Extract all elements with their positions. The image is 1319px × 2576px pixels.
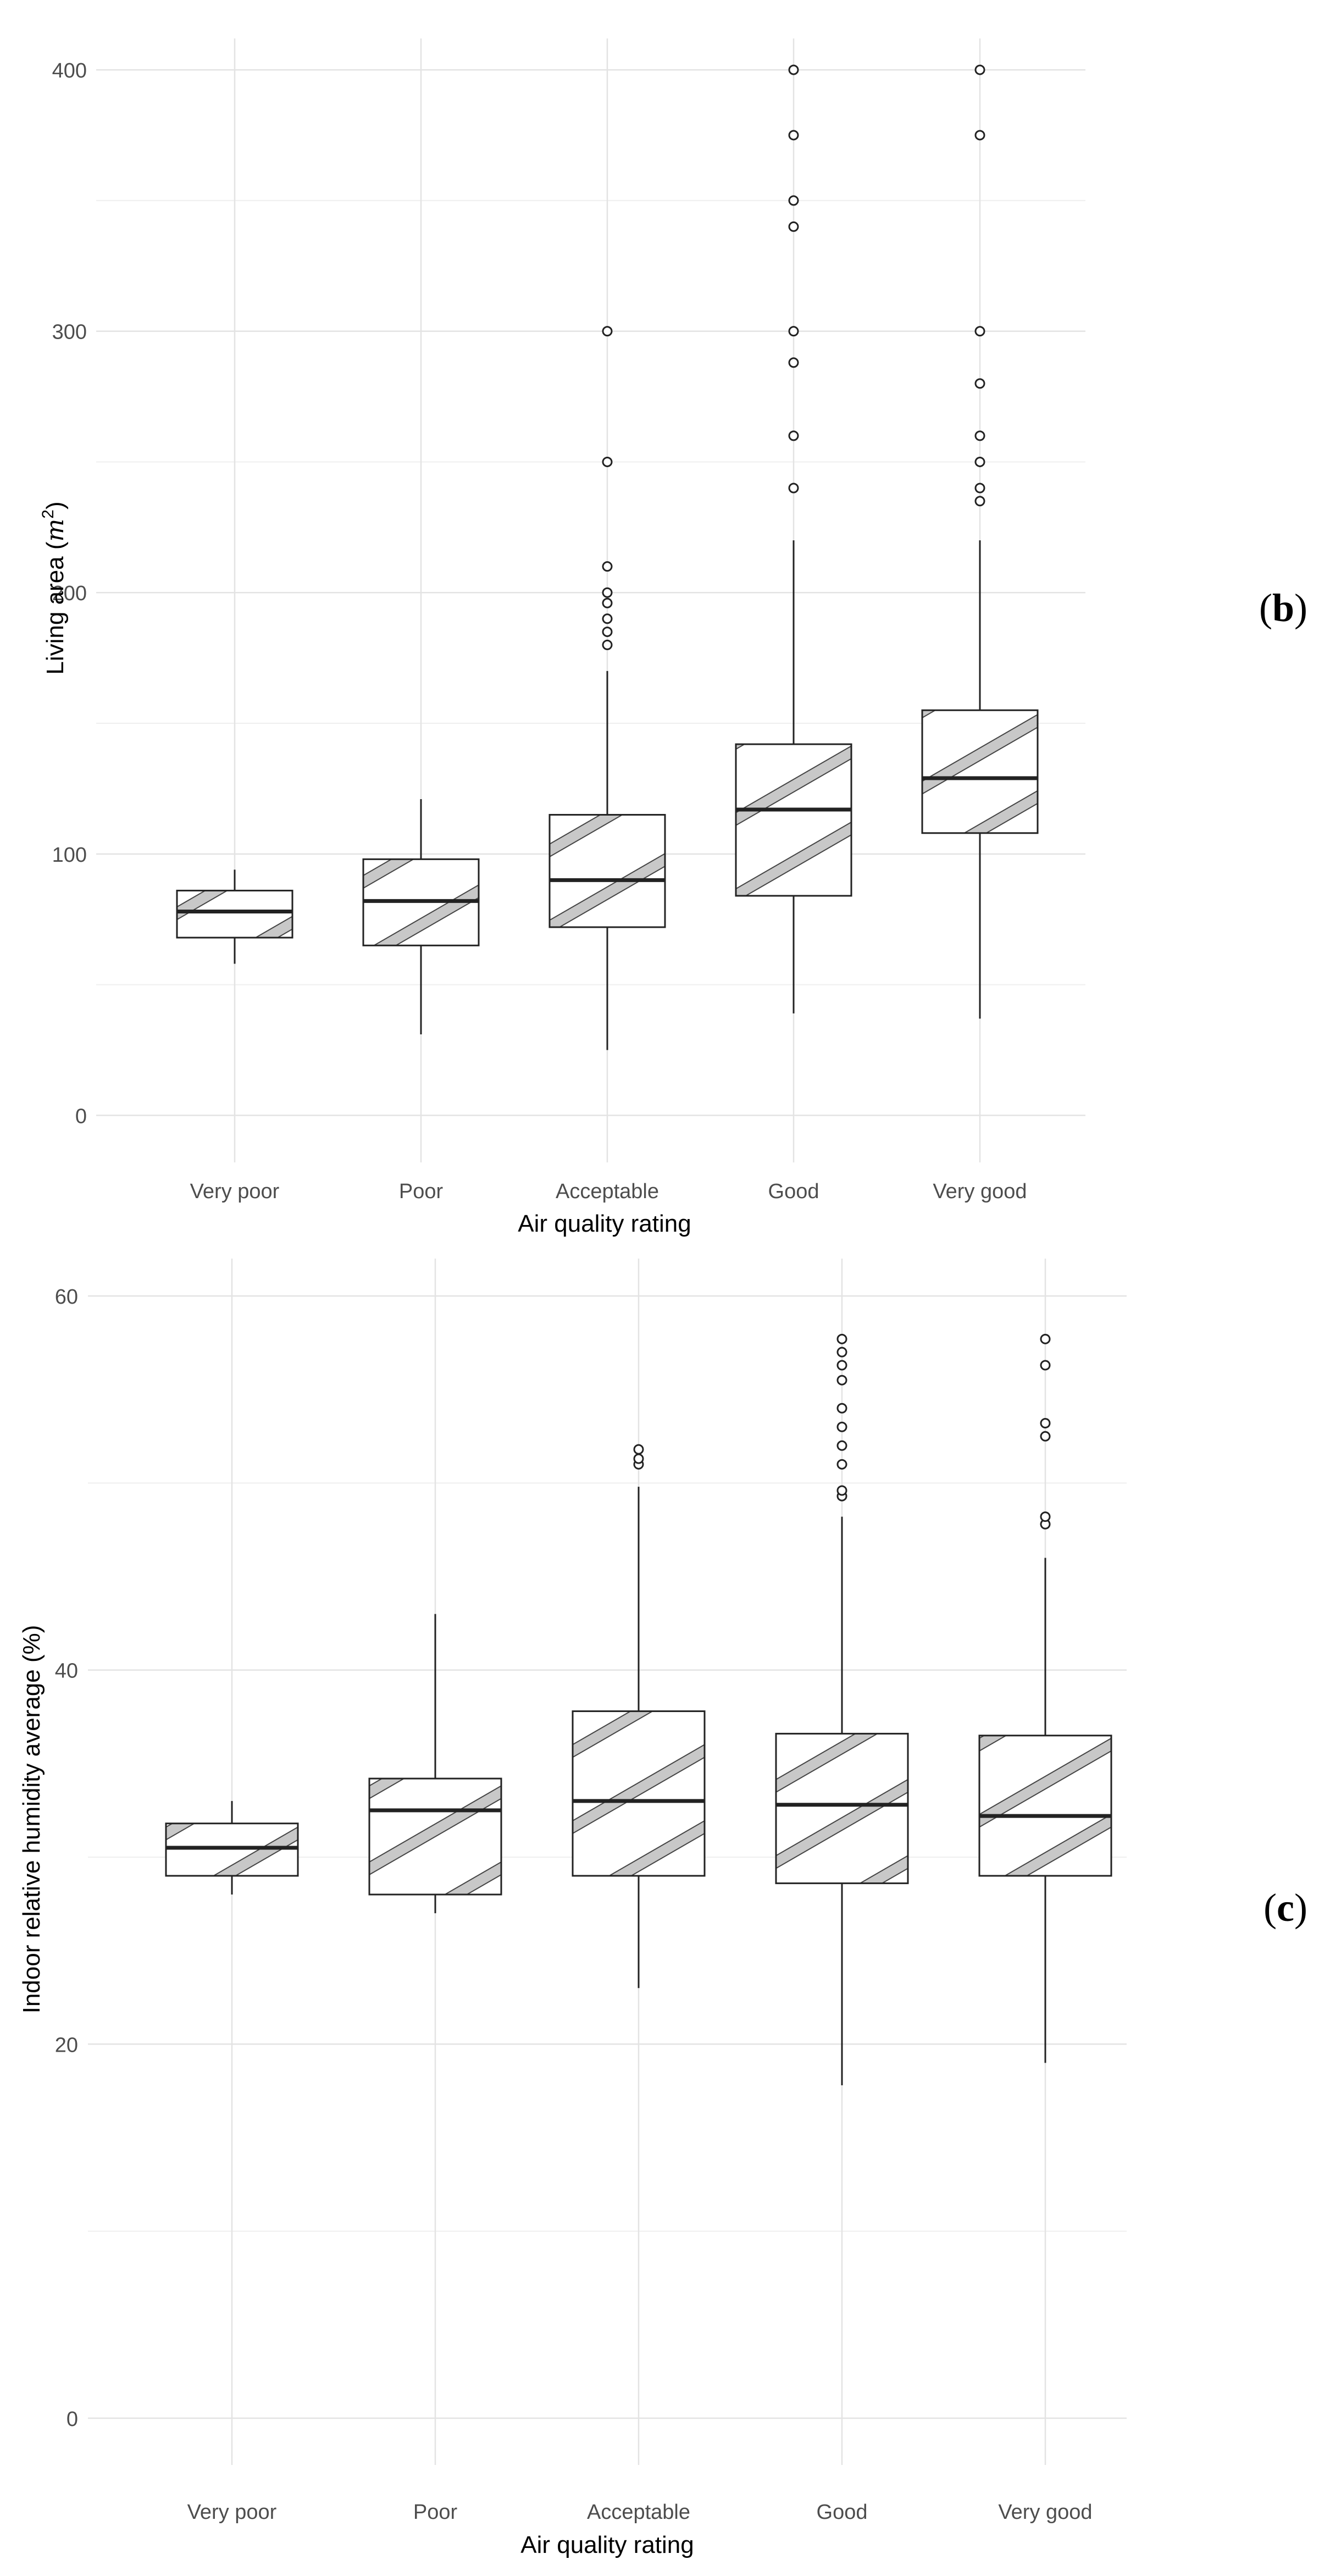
- outlier-point: [788, 130, 799, 141]
- outlier-point: [836, 1333, 847, 1344]
- outlier-point: [1040, 1417, 1051, 1428]
- outlier-point: [974, 64, 985, 75]
- living-area-chart: 0 100 200 300 400 Very poor Poor Acceptable Goo…: [39, 38, 1085, 1237]
- y-tick-label: 400: [52, 59, 87, 82]
- outlier-point: [602, 627, 613, 638]
- gridlines: [96, 38, 1085, 1162]
- outlier-point: [1040, 1431, 1051, 1442]
- outlier-point: [974, 430, 985, 441]
- boxplot-poor: [368, 1614, 502, 1914]
- x-tick-label: Very good: [933, 1180, 1027, 1203]
- outlier-point: [974, 483, 985, 494]
- outlier-point: [602, 639, 613, 650]
- outlier-point: [836, 1347, 847, 1358]
- x-tick-label: Good: [817, 2501, 868, 2524]
- outlier-point: [602, 613, 613, 624]
- box-iqr: [775, 1732, 909, 1885]
- x-axis-title: Air quality rating: [518, 1210, 691, 1237]
- outlier-point: [788, 357, 799, 368]
- x-tick-label: Very poor: [190, 1180, 280, 1203]
- outlier-point: [788, 221, 799, 232]
- boxplot-very-good: [978, 1333, 1112, 2063]
- outlier-point: [602, 587, 613, 598]
- x-tick-labels: Very poor Poor Acceptable Good Very good: [187, 2501, 1093, 2524]
- y-tick-label: 0: [66, 2408, 78, 2431]
- boxplot-good: [735, 64, 852, 1013]
- y-tick-labels: 0 100 200 300 400: [52, 59, 87, 1128]
- y-tick-label: 200: [52, 582, 87, 605]
- x-tick-label: Good: [768, 1180, 819, 1203]
- x-tick-labels: Very poor Poor Acceptable Good Very good: [190, 1180, 1027, 1203]
- outlier-point: [1040, 1333, 1051, 1344]
- outlier-point: [836, 1459, 847, 1470]
- outlier-point: [602, 326, 613, 337]
- boxplot-very-poor: [176, 869, 293, 964]
- boxplot-acceptable: [548, 326, 666, 1050]
- box-iqr: [735, 743, 852, 897]
- outlier-point: [602, 597, 613, 608]
- box-iqr: [176, 889, 293, 939]
- x-tick-label: Acceptable: [556, 1180, 659, 1203]
- box-iqr: [921, 709, 1039, 834]
- y-tick-labels: 0 20 40 60: [55, 1286, 78, 2431]
- x-tick-label: Poor: [413, 2501, 458, 2524]
- outlier-point: [974, 456, 985, 467]
- outlier-point: [602, 456, 613, 467]
- boxplot-poor: [362, 799, 480, 1034]
- outlier-point: [788, 430, 799, 441]
- boxplot-very-good: [921, 64, 1039, 1019]
- outlier-point: [836, 1440, 847, 1451]
- box-iqr: [548, 813, 666, 928]
- boxplots: [176, 64, 1039, 1050]
- y-axis-title: Indoor relative humidity average (%): [18, 1625, 45, 2014]
- outlier-point: [633, 1453, 644, 1464]
- x-tick-label: Very poor: [187, 2501, 277, 2524]
- x-tick-label: Poor: [399, 1180, 444, 1203]
- outlier-point: [836, 1360, 847, 1371]
- y-tick-label: 300: [52, 321, 87, 344]
- y-tick-label: 0: [75, 1105, 87, 1128]
- boxplots: [165, 1333, 1112, 2086]
- outlier-point: [974, 378, 985, 389]
- outlier-point: [1040, 1511, 1051, 1522]
- panel-label-c: (c): [1263, 1886, 1307, 1930]
- x-tick-label: Acceptable: [587, 2501, 690, 2524]
- outlier-point: [1040, 1360, 1051, 1371]
- outlier-point: [836, 1403, 847, 1414]
- outlier-point: [788, 195, 799, 206]
- boxplot-good: [775, 1333, 909, 2086]
- outlier-point: [788, 64, 799, 75]
- y-tick-label: 40: [55, 1660, 78, 1683]
- outlier-point: [836, 1485, 847, 1496]
- outlier-point: [788, 483, 799, 494]
- boxplot-acceptable: [572, 1444, 706, 1988]
- box-iqr: [368, 1777, 502, 1896]
- outlier-point: [974, 496, 985, 507]
- outlier-point: [974, 326, 985, 337]
- boxplot-very-poor: [165, 1801, 299, 1895]
- x-axis-title: Air quality rating: [520, 2531, 694, 2558]
- panel-label-b: (b): [1259, 586, 1307, 630]
- y-axis-title: Living area (m2): [39, 501, 69, 674]
- y-tick-label: 20: [55, 2034, 78, 2057]
- outlier-point: [633, 1444, 644, 1455]
- outlier-point: [836, 1375, 847, 1386]
- outlier-point: [974, 130, 985, 141]
- outlier-point: [602, 561, 613, 572]
- y-tick-label: 60: [55, 1286, 78, 1309]
- outlier-point: [836, 1421, 847, 1432]
- box-iqr: [572, 1710, 706, 1877]
- box-iqr: [978, 1735, 1112, 1877]
- x-tick-label: Very good: [998, 2501, 1092, 2524]
- outlier-point: [788, 326, 799, 337]
- y-tick-label: 100: [52, 844, 87, 867]
